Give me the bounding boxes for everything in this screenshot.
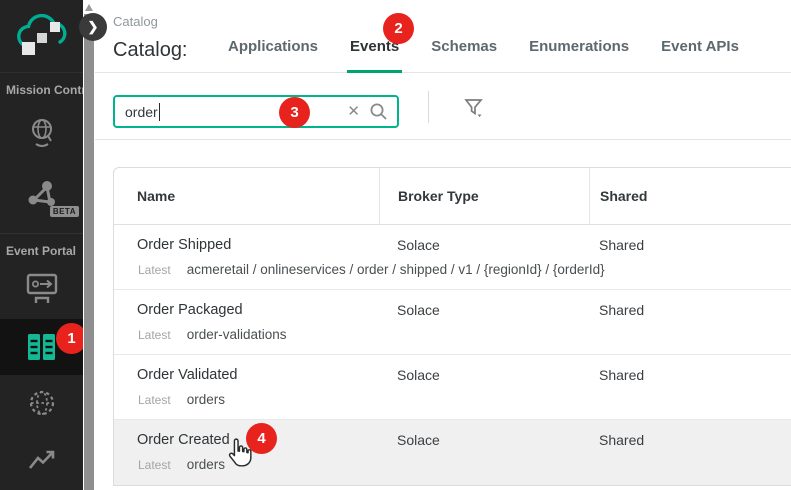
event-name[interactable]: Order Shipped <box>137 237 232 253</box>
table-row-order-validated[interactable]: Order Validated Solace Shared Latest ord… <box>114 355 791 420</box>
catalog-icon <box>27 334 55 360</box>
beta-badge: BETA <box>49 206 79 217</box>
toolbar-divider <box>428 91 429 123</box>
designer-icon <box>26 273 57 303</box>
sidebar-item-designer[interactable] <box>0 264 83 314</box>
sidebar-divider <box>0 233 83 234</box>
tab-event-apis[interactable]: Event APIs <box>661 38 739 55</box>
step-badge-1: 1 <box>56 323 87 354</box>
sidebar-item-cluster-manager[interactable] <box>0 103 83 163</box>
tab-applications[interactable]: Applications <box>228 38 319 55</box>
clear-search-icon[interactable]: ✕ <box>347 103 360 120</box>
sidebar-item-mesh-manager[interactable]: BETA <box>0 163 83 225</box>
search-input[interactable]: order ✕ <box>113 95 399 128</box>
cluster-manager-globe-icon <box>31 119 52 147</box>
shared-value: Shared <box>599 367 645 383</box>
filter-funnel-icon <box>464 99 483 118</box>
step-badge-3: 3 <box>279 97 310 128</box>
table-header-row: Name Broker Type Shared <box>114 168 791 225</box>
search-icon[interactable] <box>369 102 388 121</box>
step-badge-4: 4 <box>246 423 277 454</box>
step-badge-2: 2 <box>383 13 414 44</box>
insights-icon <box>28 450 54 469</box>
search-input-value: order <box>125 103 158 120</box>
column-header-shared[interactable]: Shared <box>589 168 791 224</box>
sidebar-section-event-portal: Event Portal <box>6 244 77 258</box>
chevron-right-icon: ❯ <box>87 19 99 34</box>
column-header-broker-type[interactable]: Broker Type <box>379 168 589 224</box>
tab-events[interactable]: Events <box>347 38 403 73</box>
shared-value: Shared <box>599 432 645 448</box>
shared-value: Shared <box>599 302 645 318</box>
cloud-logo-icon <box>16 13 66 55</box>
tab-enumerations[interactable]: Enumerations <box>529 38 630 55</box>
text-caret <box>158 102 160 121</box>
topic-address: orders <box>186 457 225 472</box>
tab-bar: Applications Events Schemas Enumerations… <box>225 38 742 73</box>
version-label: Latest <box>138 458 171 472</box>
sidebar-item-runtime-event-manager[interactable] <box>0 375 83 431</box>
broker-type-value: Solace <box>397 237 440 253</box>
page-header: Catalog Catalog: Applications Events Sch… <box>95 0 791 73</box>
version-label: Latest <box>138 328 171 342</box>
events-table: Name Broker Type Shared Order Shipped So… <box>113 167 791 486</box>
vertical-scrollbar[interactable] <box>83 0 95 490</box>
version-label: Latest <box>138 263 171 277</box>
catalog-toolbar: order ✕ <box>95 73 791 140</box>
mesh-manager-icon <box>28 181 55 206</box>
event-name[interactable]: Order Validated <box>137 367 238 383</box>
broker-type-value: Solace <box>397 367 440 383</box>
event-name[interactable]: Order Created <box>137 432 230 448</box>
shared-value: Shared <box>599 237 645 253</box>
broker-type-value: Solace <box>397 432 440 448</box>
scrollbar-thumb[interactable] <box>84 14 94 490</box>
expand-sidebar-button[interactable]: ❯ <box>79 13 107 41</box>
topic-address: orders <box>186 392 225 407</box>
sidebar-item-insights[interactable] <box>0 431 83 487</box>
breadcrumb: Catalog <box>113 14 158 29</box>
solace-cloud-logo[interactable] <box>0 0 83 73</box>
column-header-name[interactable]: Name <box>137 188 176 204</box>
table-row-order-created[interactable]: Order Created Solace Shared Latest order… <box>114 420 791 485</box>
broker-type-value: Solace <box>397 302 440 318</box>
event-name[interactable]: Order Packaged <box>137 302 243 318</box>
left-sidebar: Mission Control BETA Event Portal <box>0 0 83 490</box>
tab-schemas[interactable]: Schemas <box>431 38 498 55</box>
version-label: Latest <box>138 393 171 407</box>
page-title: Catalog: <box>113 39 188 61</box>
scrollbar-up-arrow[interactable] <box>85 4 93 11</box>
main-content: Catalog Catalog: Applications Events Sch… <box>95 0 791 490</box>
sidebar-section-mission-control: Mission Control <box>6 83 83 97</box>
runtime-event-manager-icon <box>29 390 54 416</box>
filter-button[interactable] <box>455 93 493 123</box>
topic-address: order-validations <box>186 327 287 342</box>
topic-address: acmeretail / onlineservices / order / sh… <box>186 262 605 277</box>
table-row-order-shipped[interactable]: Order Shipped Solace Shared Latest acmer… <box>114 225 791 290</box>
table-row-order-packaged[interactable]: Order Packaged Solace Shared Latest orde… <box>114 290 791 355</box>
